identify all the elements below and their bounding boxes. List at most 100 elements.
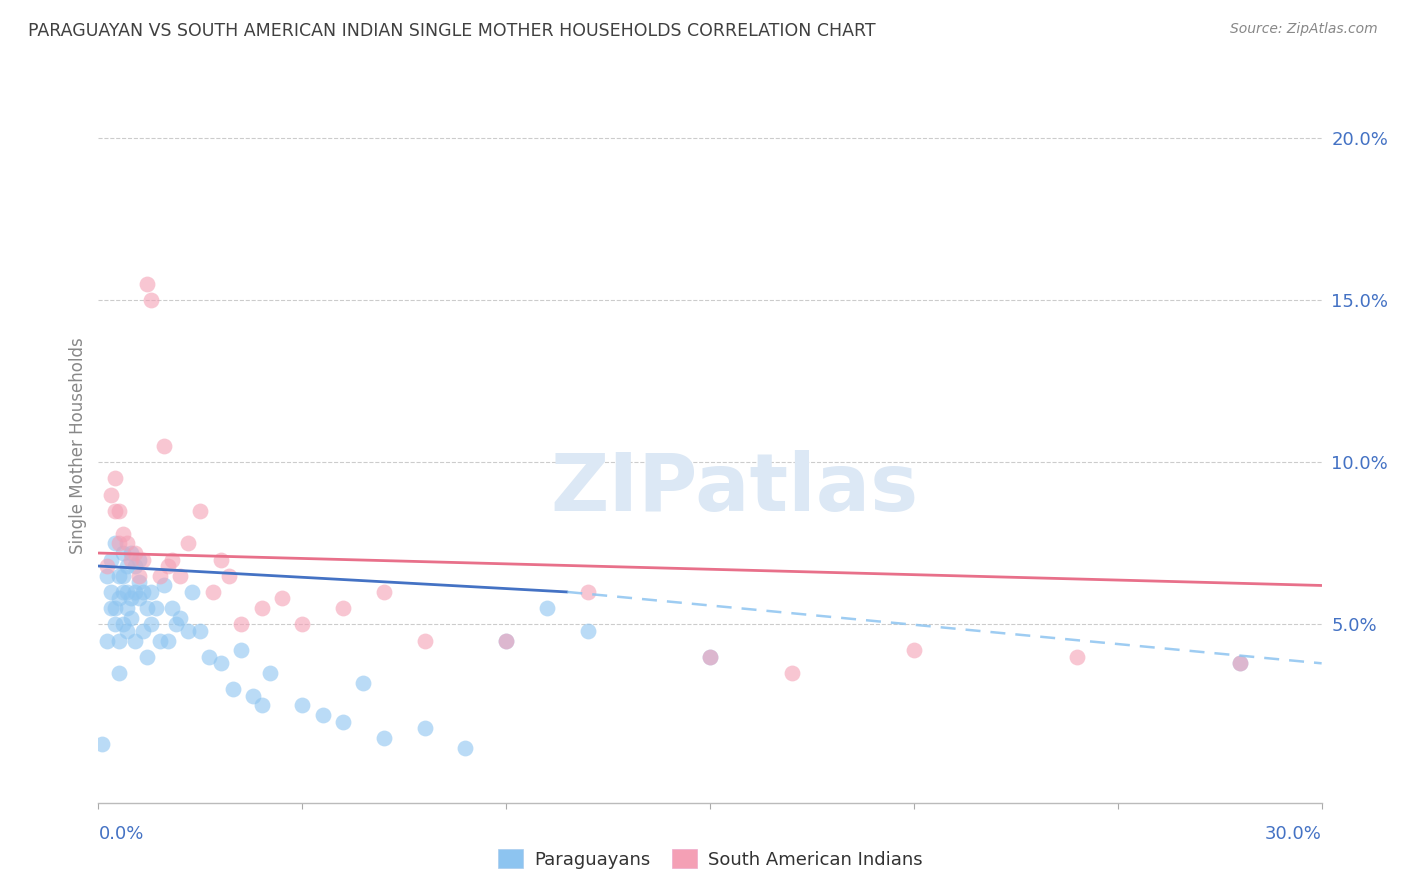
Point: [108, 633, 131, 648]
Point: [96, 633, 118, 648]
Point: [108, 591, 131, 606]
Point: [259, 666, 281, 681]
Point: [120, 591, 142, 606]
Point: [100, 585, 122, 599]
Point: [91, 738, 114, 752]
Point: [115, 601, 138, 615]
Point: [197, 649, 219, 664]
Point: [104, 601, 127, 615]
Point: [250, 698, 273, 713]
Point: [108, 666, 131, 681]
Point: [165, 617, 187, 632]
Point: [120, 552, 142, 566]
Point: [111, 585, 134, 599]
Point: [124, 546, 146, 560]
Point: [104, 617, 127, 632]
Point: [218, 568, 240, 582]
Point: [104, 471, 127, 485]
Text: 30.0%: 30.0%: [1265, 825, 1322, 843]
Point: [115, 624, 138, 638]
Point: [141, 585, 163, 599]
Point: [1066, 649, 1088, 664]
Point: [136, 277, 159, 291]
Point: [115, 536, 138, 550]
Point: [141, 617, 163, 632]
Point: [454, 740, 477, 755]
Point: [120, 546, 142, 560]
Point: [160, 552, 183, 566]
Point: [699, 649, 721, 664]
Point: [128, 591, 150, 606]
Point: [152, 578, 174, 592]
Point: [495, 633, 517, 648]
Point: [352, 675, 374, 690]
Point: [169, 611, 191, 625]
Point: [576, 585, 599, 599]
Point: [160, 601, 183, 615]
Point: [108, 568, 131, 582]
Point: [780, 666, 803, 681]
Point: [188, 624, 212, 638]
Point: [201, 585, 224, 599]
Point: [373, 731, 395, 745]
Point: [124, 585, 146, 599]
Point: [132, 624, 155, 638]
Point: [231, 617, 253, 632]
Point: [145, 601, 167, 615]
Point: [104, 504, 127, 518]
Point: [495, 633, 517, 648]
Point: [108, 504, 131, 518]
Point: [1229, 657, 1251, 671]
Point: [188, 504, 212, 518]
Point: [222, 682, 245, 697]
Point: [156, 559, 179, 574]
Point: [209, 657, 232, 671]
Point: [136, 649, 159, 664]
Point: [332, 714, 354, 729]
Text: PARAGUAYAN VS SOUTH AMERICAN INDIAN SINGLE MOTHER HOUSEHOLDS CORRELATION CHART: PARAGUAYAN VS SOUTH AMERICAN INDIAN SING…: [28, 22, 876, 40]
Point: [104, 536, 127, 550]
Point: [373, 585, 395, 599]
Point: [111, 617, 134, 632]
Point: [576, 624, 599, 638]
Point: [903, 643, 925, 657]
Point: [413, 721, 436, 735]
Point: [111, 526, 134, 541]
Point: [1229, 657, 1251, 671]
Point: [536, 601, 558, 615]
Point: [149, 568, 172, 582]
Point: [141, 293, 163, 307]
Point: [312, 708, 335, 723]
Point: [270, 591, 294, 606]
Point: [242, 689, 264, 703]
Point: [115, 585, 138, 599]
Point: [96, 568, 118, 582]
Point: [177, 536, 200, 550]
Point: [100, 601, 122, 615]
Point: [124, 633, 146, 648]
Point: [128, 568, 150, 582]
Point: [332, 601, 354, 615]
Point: [132, 585, 155, 599]
Text: ZIPatlas: ZIPatlas: [550, 450, 918, 528]
Point: [136, 601, 159, 615]
Legend: Paraguayans, South American Indians: Paraguayans, South American Indians: [491, 842, 929, 876]
Point: [291, 617, 314, 632]
Point: [152, 439, 174, 453]
Point: [96, 559, 118, 574]
Point: [132, 552, 155, 566]
Point: [128, 552, 150, 566]
Text: Source: ZipAtlas.com: Source: ZipAtlas.com: [1230, 22, 1378, 37]
Y-axis label: Single Mother Households: Single Mother Households: [69, 338, 87, 554]
Point: [100, 488, 122, 502]
Point: [115, 559, 138, 574]
Point: [413, 633, 436, 648]
Point: [111, 568, 134, 582]
Point: [120, 611, 142, 625]
Point: [250, 601, 273, 615]
Point: [108, 536, 131, 550]
Point: [209, 552, 232, 566]
Point: [231, 643, 253, 657]
Point: [181, 585, 204, 599]
Point: [699, 649, 721, 664]
